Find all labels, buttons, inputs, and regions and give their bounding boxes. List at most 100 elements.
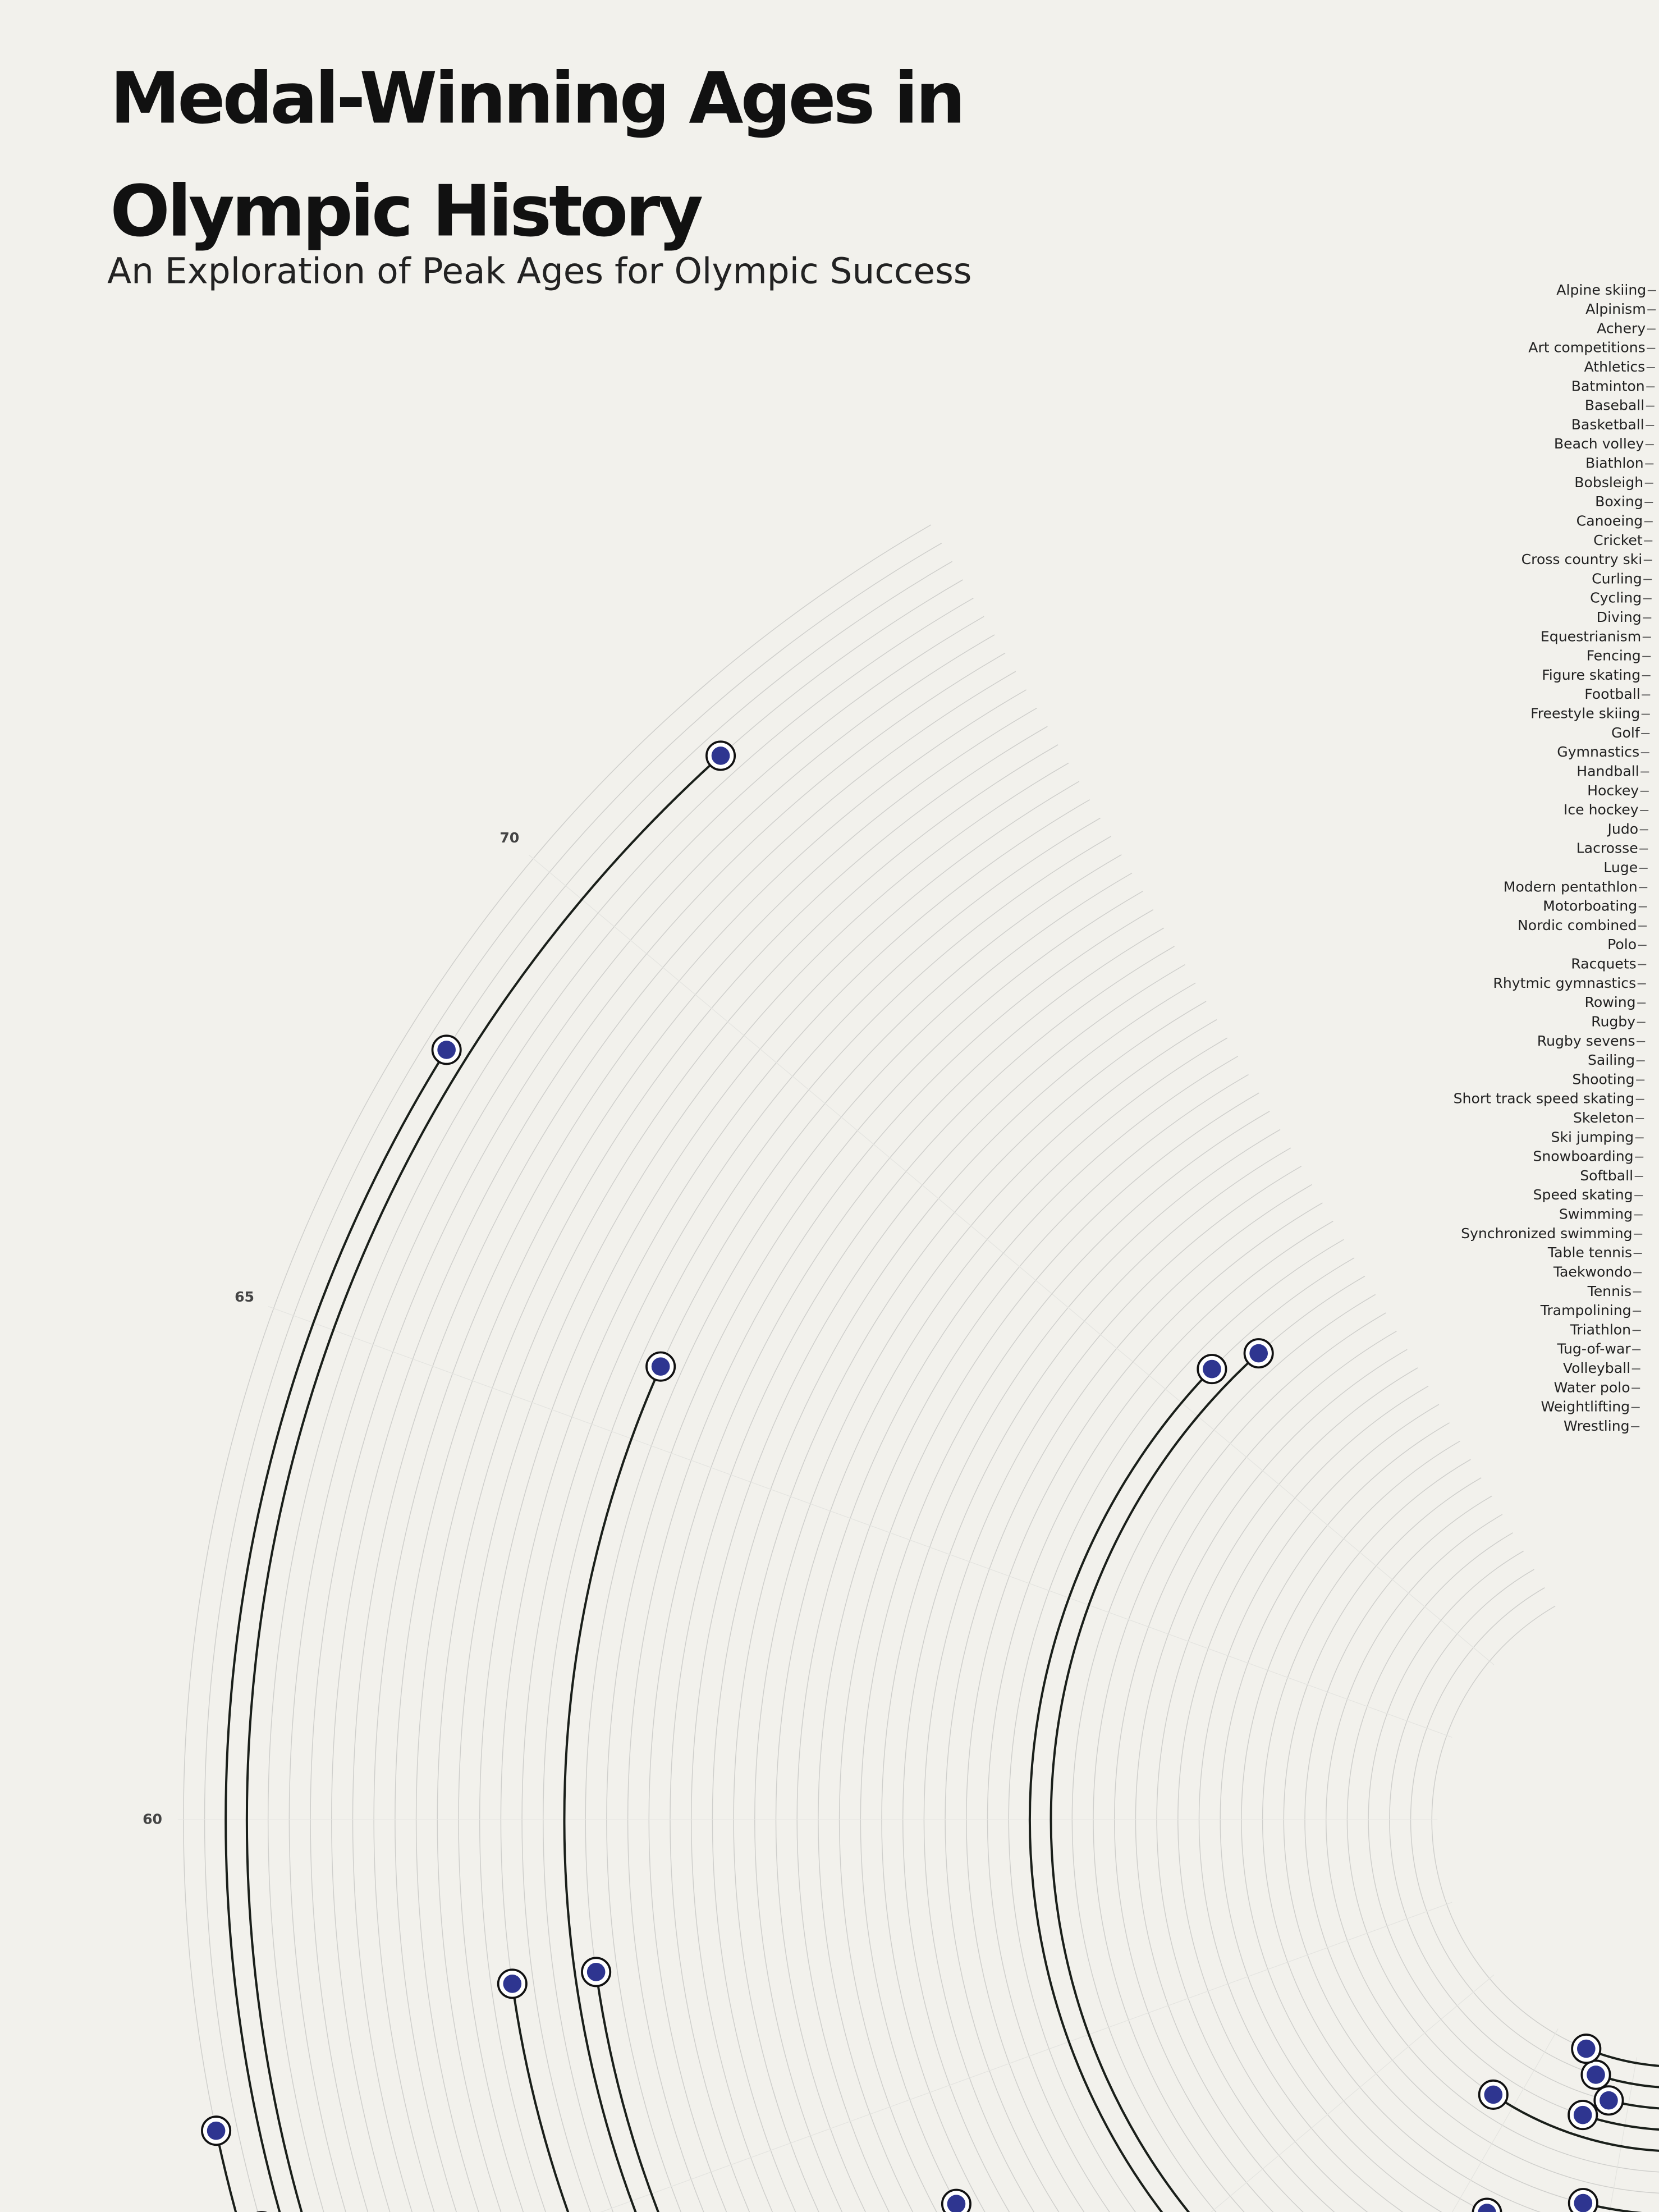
age-arc <box>966 1820 1659 2212</box>
legend-label: Triathlon <box>1570 1321 1631 1338</box>
ring-guide <box>585 872 1133 2212</box>
chart-subtitle: An Exploration of Peak Ages for Olympic … <box>107 251 971 292</box>
ring-guide <box>860 1111 1270 2212</box>
ring-guide <box>1093 1312 1386 2212</box>
legend-label: Racquets <box>1571 956 1636 972</box>
ring-guide <box>627 909 1154 2212</box>
age-arc <box>1492 2094 1659 2152</box>
tick-line <box>268 1306 1452 1738</box>
ring-guide <box>1198 1404 1440 2212</box>
legend-label: Curling <box>1592 570 1642 587</box>
age-arc <box>1569 1820 1659 2212</box>
ring-guide <box>415 726 1048 2212</box>
legend-label: Swimming <box>1559 1206 1633 1222</box>
ring-guide <box>648 927 1165 2212</box>
legend-label: Modern pentathlon <box>1504 878 1638 895</box>
age-dot-core <box>711 747 730 765</box>
ring-guide <box>521 817 1101 2212</box>
legend-label: Shooting <box>1572 1071 1634 1087</box>
legend-label: Alpine skiing <box>1556 282 1646 298</box>
legend-label: Ice hockey <box>1564 802 1639 818</box>
chart-title: Medal-Winning Ages in Olympic History <box>110 58 966 253</box>
legend-label: Ski jumping <box>1551 1129 1634 1145</box>
age-arc <box>1240 1820 1659 2212</box>
ring-guide <box>838 1092 1259 2212</box>
legend-label: Sailing <box>1588 1052 1635 1068</box>
age-arc <box>1591 1820 1659 2212</box>
tick-line <box>1451 2028 1559 2212</box>
legend-label: Art competitions <box>1528 340 1645 356</box>
legend-label: Synchronized swimming <box>1461 1225 1633 1242</box>
age-arc <box>1301 1820 1659 2212</box>
age-arc <box>1633 1820 1659 2212</box>
age-dot-core <box>1249 1344 1268 1363</box>
tick-line <box>1211 1975 1495 2212</box>
legend-label: Gymnastics <box>1557 744 1639 760</box>
age-arc <box>245 754 722 2212</box>
legend-label: Nordic combined <box>1518 917 1637 933</box>
legend-label: Achery <box>1597 320 1646 336</box>
legend-label: Skeleton <box>1573 1110 1634 1126</box>
legend-label: Water polo <box>1554 1379 1630 1395</box>
age-dot-core <box>586 1963 606 1981</box>
legend-label: Equestrianism <box>1541 628 1641 644</box>
age-arc <box>563 1366 662 2212</box>
legend-label: Weightlifting <box>1541 1399 1630 1415</box>
legend-label: Baseball <box>1585 397 1645 414</box>
age-arc <box>511 1984 570 2212</box>
age-arc <box>1050 1352 1260 2212</box>
age-arc <box>1498 1820 1659 2212</box>
age-arc <box>262 1820 1659 2212</box>
legend-label: Snowboarding <box>1533 1148 1633 1165</box>
tick-label: 70 <box>499 830 519 846</box>
ring-guide <box>373 689 1026 2212</box>
legend-label: Luge <box>1603 859 1638 876</box>
legend-label: Volleyball <box>1563 1360 1630 1376</box>
age-dot-core <box>651 1357 670 1376</box>
age-arc <box>1373 1820 1659 2212</box>
ring-guide <box>775 1037 1228 2212</box>
legend-label: Cycling <box>1590 590 1642 606</box>
age-arc <box>1470 1820 1659 2212</box>
legend-label: Cricket <box>1593 532 1643 548</box>
age-arc <box>735 1820 1659 2212</box>
legend-label: Alpinism <box>1585 301 1646 317</box>
ring-guide <box>500 799 1090 2212</box>
age-arc <box>755 1820 1659 2212</box>
legend-label: Basketball <box>1571 416 1644 433</box>
ring-guide <box>310 634 995 2212</box>
ring-guide <box>754 1019 1217 2212</box>
age-arc <box>1631 1820 1659 2212</box>
legend-label: Wrestling <box>1564 1418 1630 1434</box>
legend-label: Taekwondo <box>1553 1263 1632 1280</box>
legend-label: Batminton <box>1571 378 1645 394</box>
ring-guide <box>966 1202 1323 2212</box>
ring-guide <box>458 762 1069 2212</box>
ring-guide <box>987 1221 1333 2212</box>
age-arc <box>1439 1820 1659 2212</box>
age-dot-core <box>503 1975 522 1993</box>
legend-label: Table tennis <box>1547 1244 1632 1261</box>
age-arc <box>1595 2073 1659 2089</box>
age-arc <box>1588 1820 1659 2212</box>
ring-guide <box>1008 1239 1344 2212</box>
ring-guide <box>733 1001 1207 2212</box>
legend-label: Tug-of-war <box>1556 1341 1631 1357</box>
ring-guide <box>563 854 1122 2212</box>
age-dot-core <box>1478 2204 1496 2212</box>
legend-label: Polo <box>1607 936 1637 952</box>
age-dot-core <box>1574 2193 1593 2212</box>
legend-label: Cross country ski <box>1521 551 1643 567</box>
age-dot-core <box>947 2195 966 2212</box>
ring-guide <box>1431 1605 1659 2067</box>
age-arc <box>955 2203 963 2212</box>
tick-label: 60 <box>143 1811 162 1827</box>
age-arc <box>1487 2211 1488 2212</box>
age-arc <box>224 1049 448 2212</box>
age-arc <box>1150 1820 1659 2212</box>
legend-label: Rugby <box>1591 1013 1635 1029</box>
age-arc <box>215 2130 237 2212</box>
ring-guide <box>670 946 1175 2212</box>
ring-guide <box>1135 1349 1408 2212</box>
